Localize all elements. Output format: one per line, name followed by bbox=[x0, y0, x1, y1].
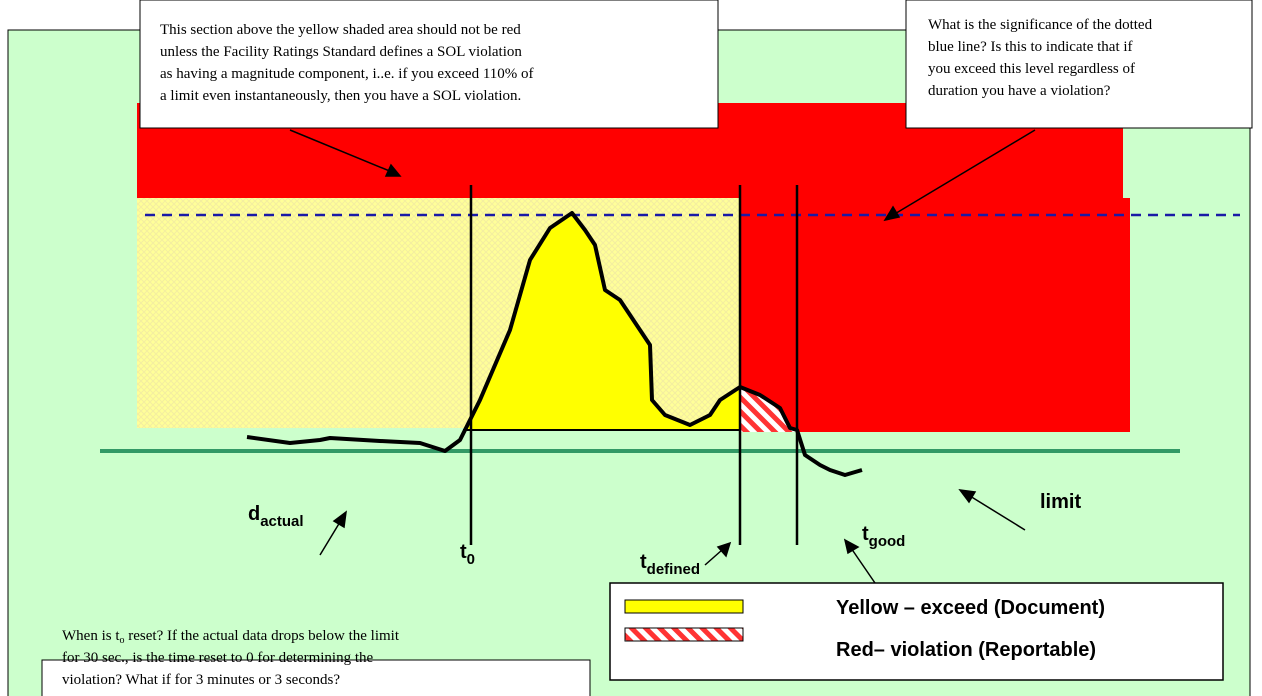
actual-data-curve bbox=[246, 211, 863, 477]
legend-swatch-red bbox=[624, 627, 744, 642]
subscript: o bbox=[120, 635, 125, 646]
arrows bbox=[289, 129, 1036, 584]
exceed-area bbox=[463, 213, 740, 430]
callout-line: When is to reset? If the actual data dro… bbox=[62, 628, 400, 646]
label-t-good: tgood bbox=[862, 523, 905, 550]
red-region bbox=[740, 198, 1130, 432]
legend-swatch-yellow bbox=[624, 599, 744, 614]
text: reset? If the actual data drops below th… bbox=[125, 628, 400, 644]
text: t bbox=[460, 541, 467, 563]
callout-text: This section above the yellow shaded are… bbox=[160, 22, 534, 104]
subscript: good bbox=[869, 533, 906, 550]
violation-area bbox=[740, 387, 797, 432]
label-t-defined: tdefined bbox=[640, 551, 700, 578]
label-d-actual: dactual bbox=[248, 503, 304, 530]
subscript: 0 bbox=[467, 551, 475, 568]
legend-label: Yellow – exceed (Document) bbox=[836, 597, 1105, 619]
callout-box bbox=[905, 0, 1253, 129]
callout-text: for 30 sec., is the time reset to 0 for … bbox=[62, 650, 374, 688]
legend-label: Red– violation (Reportable) bbox=[836, 639, 1096, 661]
callout-box bbox=[41, 659, 591, 696]
callout-box bbox=[139, 0, 719, 129]
callout-line: for 30 sec., is the time reset to 0 for … bbox=[62, 650, 374, 666]
callout-line: What is the significance of the dotted bbox=[928, 17, 1153, 33]
text: t bbox=[640, 551, 647, 573]
callout-line: blue line? Is this to indicate that if bbox=[928, 39, 1133, 55]
text: When is t bbox=[62, 628, 120, 644]
text: d bbox=[248, 503, 260, 525]
callout-line: unless the Facility Ratings Standard def… bbox=[160, 44, 522, 60]
callout-line: This section above the yellow shaded are… bbox=[160, 22, 521, 38]
label-t0: t0 bbox=[460, 541, 475, 568]
callout-text: What is the significance of the dotted bl… bbox=[928, 17, 1153, 99]
callout-line: you exceed this level regardless of bbox=[928, 61, 1135, 77]
callout-line: as having a magnitude component, i..e. i… bbox=[160, 66, 534, 82]
callout-line: violation? What if for 3 minutes or 3 se… bbox=[62, 672, 340, 688]
callout-line: duration you have a violation? bbox=[928, 83, 1111, 99]
label-limit: limit bbox=[1040, 491, 1081, 513]
text: t bbox=[862, 523, 869, 545]
callout-line: a limit even instantaneously, then you h… bbox=[160, 88, 521, 104]
subscript: defined bbox=[647, 561, 700, 578]
subscript: actual bbox=[260, 513, 303, 530]
